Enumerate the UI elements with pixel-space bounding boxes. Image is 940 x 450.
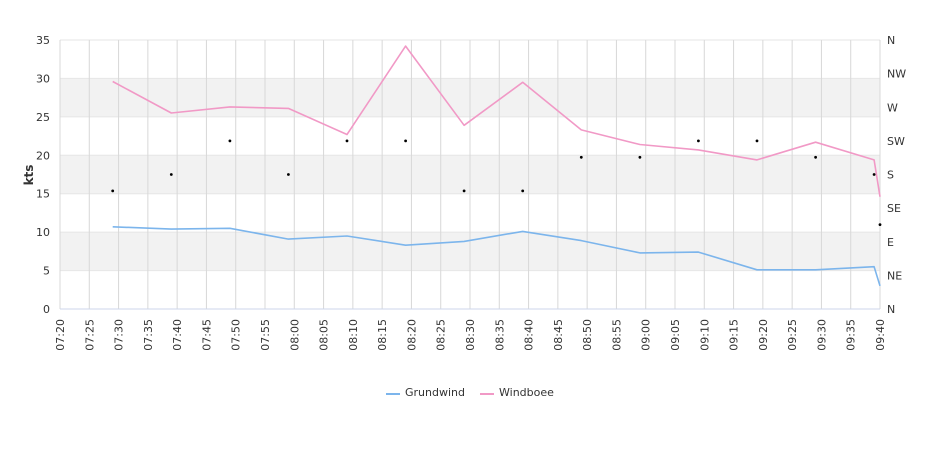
direction-point xyxy=(287,173,290,176)
legend: Grundwind Windboee xyxy=(386,386,554,399)
direction-point xyxy=(111,189,115,193)
x-tick-label: 09:30 xyxy=(815,319,828,351)
direction-point xyxy=(755,139,759,143)
direction-point xyxy=(697,139,700,143)
y-tick-label: 35 xyxy=(36,34,50,47)
x-tick-label: 07:35 xyxy=(142,319,155,351)
x-tick-label: 07:40 xyxy=(171,319,184,351)
x-tick-label: 09:15 xyxy=(728,319,741,351)
wind-direction-markers xyxy=(111,139,882,227)
x-tick-label: 08:20 xyxy=(405,319,418,351)
left-axis-ticks: 0 5 10 15 20 25 30 35 xyxy=(36,34,50,316)
x-tick-label: 08:10 xyxy=(347,319,360,351)
direction-tick-label: N xyxy=(887,34,895,47)
x-tick-label: 09:05 xyxy=(669,319,682,351)
right-axis-ticks: N NE E SE S SW W NW N xyxy=(887,34,906,316)
x-tick-label: 08:40 xyxy=(523,319,536,351)
series-line-windboee[interactable] xyxy=(112,45,881,197)
y-tick-label: 25 xyxy=(36,111,50,124)
direction-point xyxy=(345,139,349,143)
x-tick-label: 09:10 xyxy=(698,319,711,351)
y-tick-label: 20 xyxy=(36,149,50,162)
y-tick-label: 15 xyxy=(36,188,50,201)
direction-tick-label: NE xyxy=(887,269,902,282)
direction-point xyxy=(638,155,642,159)
y-tick-label: 0 xyxy=(43,303,50,316)
x-tick-label: 09:35 xyxy=(845,319,858,351)
x-tick-label: 08:30 xyxy=(464,319,477,351)
legend-label: Windboee xyxy=(499,386,554,399)
x-tick-label: 09:40 xyxy=(874,319,887,351)
x-tick-label: 07:55 xyxy=(259,319,272,351)
y-tick-label: 10 xyxy=(36,226,50,239)
direction-point xyxy=(814,155,817,159)
series-lines xyxy=(112,45,881,287)
x-tick-label: 08:05 xyxy=(318,319,331,351)
direction-point xyxy=(878,223,882,227)
direction-tick-label: NW xyxy=(887,68,906,81)
x-tick-label: 07:50 xyxy=(230,319,243,351)
direction-tick-label: SW xyxy=(887,135,905,148)
direction-tick-label: SE xyxy=(887,202,901,215)
legend-label: Grundwind xyxy=(405,386,465,399)
x-tick-label: 08:00 xyxy=(288,319,301,351)
x-axis-ticks: 07:20 07:25 07:30 07:35 07:40 07:45 07:50 07:55… xyxy=(54,319,887,351)
x-tick-label: 08:55 xyxy=(610,319,623,351)
legend-item-windboee[interactable]: Windboee xyxy=(480,386,554,399)
x-tick-label: 08:45 xyxy=(552,319,565,351)
x-tick-label: 09:00 xyxy=(640,319,653,351)
direction-tick-label: N xyxy=(887,303,895,316)
direction-point xyxy=(404,139,407,143)
direction-tick-label: E xyxy=(887,236,894,249)
y-axis-title: kts xyxy=(22,165,36,186)
direction-point xyxy=(169,173,173,176)
direction-point xyxy=(872,173,876,176)
legend-item-grundwind[interactable]: Grundwind xyxy=(386,386,465,399)
direction-point xyxy=(462,189,466,193)
x-tick-label: 07:45 xyxy=(200,319,213,351)
y-tick-label: 5 xyxy=(43,265,50,278)
x-tick-label: 09:20 xyxy=(757,319,770,351)
series-line-grundwind[interactable] xyxy=(112,226,881,287)
x-tick-label: 07:30 xyxy=(113,319,126,351)
grid-lines xyxy=(59,39,881,310)
x-tick-label: 08:15 xyxy=(376,319,389,351)
x-tick-label: 08:25 xyxy=(435,319,448,351)
x-tick-label: 09:25 xyxy=(786,319,799,351)
direction-point xyxy=(579,155,583,159)
x-tick-label: 07:25 xyxy=(83,319,96,351)
direction-point xyxy=(521,189,525,193)
direction-tick-label: S xyxy=(887,169,894,182)
x-tick-label: 07:20 xyxy=(54,319,67,351)
x-tick-label: 08:35 xyxy=(493,319,506,351)
x-tick-label: 08:50 xyxy=(581,319,594,351)
direction-point xyxy=(228,139,232,143)
y-tick-label: 30 xyxy=(36,72,50,85)
direction-tick-label: W xyxy=(887,101,898,114)
